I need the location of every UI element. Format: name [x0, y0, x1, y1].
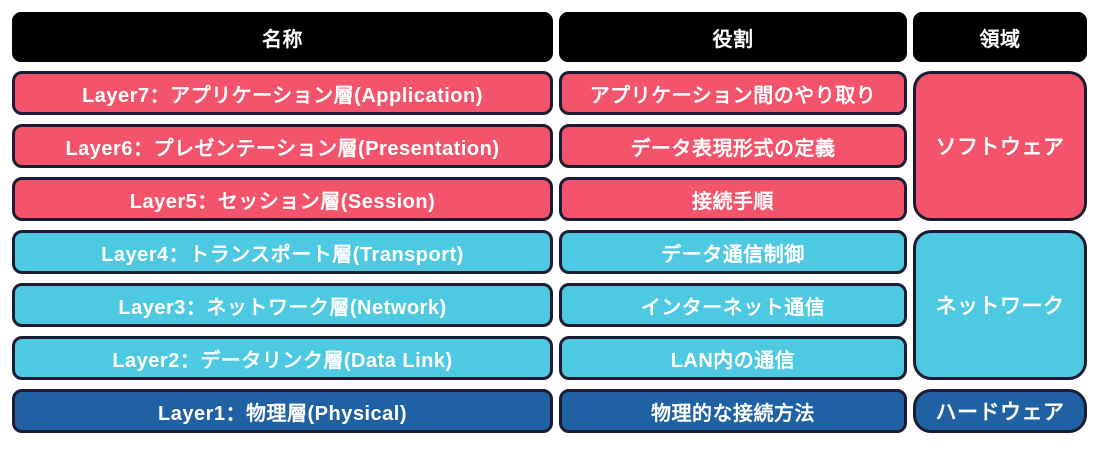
layer2-role-box: LAN内の通信 [559, 336, 907, 380]
column-header-role: 役割 [559, 12, 907, 62]
layer3-name-box: Layer3：ネットワーク層(Network) [12, 283, 553, 327]
osi-table: 名称 役割 領域 Layer7：アプリケーション層(Application) ア… [12, 12, 1087, 433]
layer6-role-box: データ表現形式の定義 [559, 124, 907, 168]
layer6-name-box: Layer6：プレゼンテーション層(Presentation) [12, 124, 553, 168]
layer4-name-box: Layer4：トランスポート層(Transport) [12, 230, 553, 274]
layer4-role-box: データ通信制御 [559, 230, 907, 274]
domain-network-box: ネットワーク [913, 230, 1087, 380]
column-header-name: 名称 [12, 12, 553, 62]
layer5-role-box: 接続手順 [559, 177, 907, 221]
domain-hardware-box: ハードウェア [913, 389, 1087, 433]
layer7-name-box: Layer7：アプリケーション層(Application) [12, 71, 553, 115]
layer5-name-box: Layer5：セッション層(Session) [12, 177, 553, 221]
layer3-role-box: インターネット通信 [559, 283, 907, 327]
column-header-domain: 領域 [913, 12, 1087, 62]
layer1-role-box: 物理的な接続方法 [559, 389, 907, 433]
layer1-name-box: Layer1：物理層(Physical) [12, 389, 553, 433]
layer2-name-box: Layer2：データリンク層(Data Link) [12, 336, 553, 380]
domain-software-box: ソフトウェア [913, 71, 1087, 221]
layer7-role-box: アプリケーション間のやり取り [559, 71, 907, 115]
